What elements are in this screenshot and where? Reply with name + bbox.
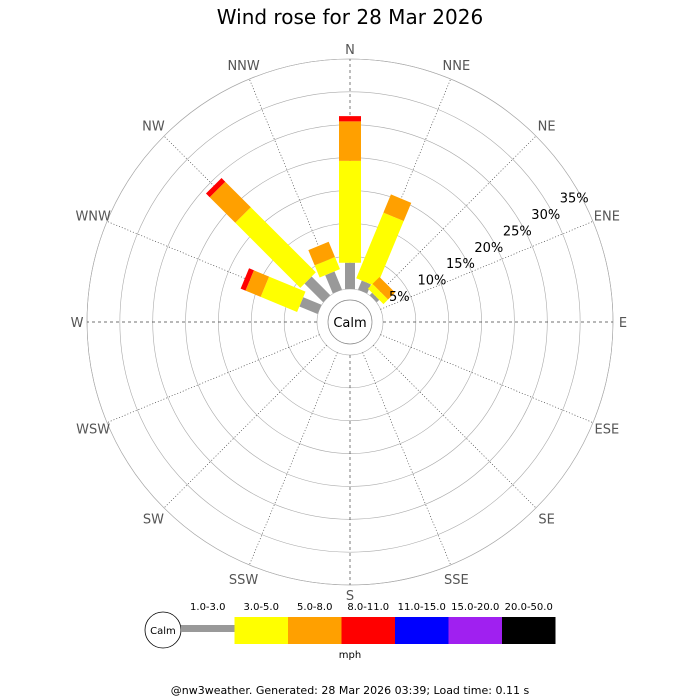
bar-nnw-bin0 [325, 271, 342, 294]
chart-title: Wind rose for 28 Mar 2026 [217, 5, 483, 29]
bar-wnw-bin1 [260, 276, 306, 312]
spoke-sw [163, 345, 327, 509]
ring-label: 25% [503, 224, 532, 239]
legend-swatch-6 [502, 617, 556, 644]
spoke-wnw [106, 221, 320, 310]
legend-swatch-0 [181, 625, 235, 632]
spoke-ssw [249, 352, 338, 566]
ring-label: 5% [389, 290, 410, 305]
direction-label-ne: NE [538, 119, 556, 134]
spoke-nnw [249, 78, 338, 292]
ring-labels: 5% 10%15%20%25%30%35% [389, 192, 589, 306]
spoke-sse [362, 352, 451, 566]
bar-nnw-bin1 [314, 256, 340, 278]
legend-label-4: 11.0-15.0 [398, 602, 446, 613]
legend-label-6: 20.0-50.0 [505, 602, 553, 613]
footer-text: @nw3weather. Generated: 28 Mar 2026 03:3… [171, 684, 530, 697]
direction-label-e: E [619, 316, 627, 331]
legend-calm-label: Calm [150, 626, 176, 637]
legend-swatch-1 [234, 617, 288, 644]
legend-swatch-5 [448, 617, 502, 644]
bar-nne-bin2 [383, 194, 412, 222]
direction-label-wsw: WSW [76, 422, 110, 437]
direction-label-se: SE [538, 513, 554, 528]
bar-nne-bin1 [356, 212, 404, 287]
direction-label-ssw: SSW [229, 573, 259, 588]
ring-label: 30% [531, 208, 560, 223]
direction-label-ene: ENE [594, 210, 620, 225]
legend-label-2: 5.0-8.0 [297, 602, 332, 613]
bar-ne-bin1 [367, 283, 389, 305]
wind-bars [205, 116, 412, 314]
ring-label: 15% [446, 257, 475, 272]
legend-label-5: 15.0-20.0 [451, 602, 499, 613]
spoke-se [373, 345, 537, 509]
direction-label-ese: ESE [594, 422, 619, 437]
direction-label-n: N [345, 43, 355, 58]
bar-nw-bin1 [235, 207, 316, 288]
ring-30 [119, 91, 581, 553]
bar-nw-bin3 [205, 177, 226, 198]
direction-label-sse: SSE [444, 573, 469, 588]
ring-label: 10% [417, 274, 446, 289]
legend-unit: mph [339, 650, 361, 661]
spoke-ne [373, 135, 537, 299]
direction-label-sw: SW [143, 513, 164, 528]
spoke-wsw [106, 334, 320, 423]
calm-label: Calm [333, 316, 366, 331]
spoke-ese [380, 334, 594, 423]
bar-wnw-bin2 [245, 270, 270, 297]
bar-nnw-bin2 [308, 241, 335, 266]
bar-ne-bin0 [369, 292, 380, 303]
bar-wnw-bin3 [240, 268, 254, 291]
legend-swatch-3 [341, 617, 395, 644]
bar-nne-bin0 [358, 280, 372, 294]
legend-swatch-2 [288, 617, 342, 644]
spoke-ene [380, 221, 594, 310]
ring-label: 35% [560, 192, 589, 207]
direction-label-nne: NNE [443, 59, 471, 74]
spoke-nne [362, 78, 451, 292]
legend-swatch-4 [395, 617, 449, 644]
direction-label-nnw: NNW [227, 59, 259, 74]
bar-nw-bin2 [209, 181, 251, 223]
legend-label-3: 8.0-11.0 [347, 602, 389, 613]
ring-label: 20% [474, 241, 503, 256]
legend-label-0: 1.0-3.0 [190, 602, 225, 613]
speed-legend: Calm mph 1.0-3.0 3.0-5.0 5.0-8.0 8.0-11.0 11… [144, 602, 556, 661]
direction-label-s: S [346, 589, 354, 604]
bar-ne-bin2 [372, 276, 396, 300]
legend-label-1: 3.0-5.0 [244, 602, 279, 613]
direction-label-nw: NW [142, 119, 165, 134]
bar-wnw-bin0 [299, 297, 322, 314]
direction-label-wnw: WNW [75, 210, 111, 225]
bar-nw-bin0 [304, 276, 331, 303]
direction-label-w: W [71, 316, 84, 331]
direction-labels: N NNE NE ENE E ESE SE SSE S SSW SW WSW W WNW NW NNW [71, 43, 628, 604]
calm-circle [327, 299, 373, 345]
